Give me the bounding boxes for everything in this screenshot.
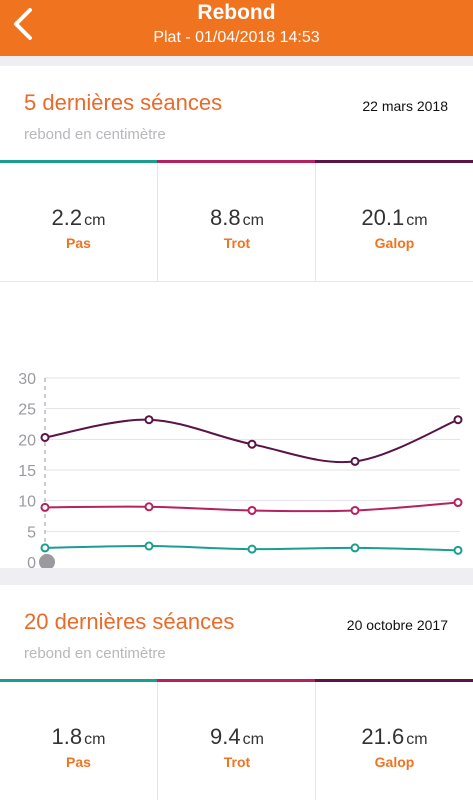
section-recent-sessions: 5 dernières séances 22 mars 2018 rebond … [0, 66, 473, 568]
y-tick-label: 10 [18, 494, 36, 511]
pas-data-point [350, 543, 360, 553]
stat-unit: cm [242, 731, 264, 748]
back-chevron-icon[interactable] [8, 6, 38, 42]
stat-value: 8.8 [210, 205, 241, 230]
pas-data-point [144, 541, 154, 551]
section-title: 5 dernières séances [24, 90, 223, 115]
origin-handle [39, 554, 55, 568]
stat-value: 1.8 [51, 724, 83, 749]
stat-label: Pas [66, 235, 91, 251]
y-tick-label: 0 [27, 555, 36, 568]
stat-pas: 2.2 cm Pas [0, 163, 157, 281]
color-stripes [0, 679, 473, 682]
stat-unit: cm [406, 731, 428, 748]
stat-pas: 1.8 cm Pas [0, 682, 157, 800]
galop-data-point [350, 456, 360, 466]
stat-unit: cm [242, 212, 264, 229]
galop-data-point [247, 439, 257, 449]
y-tick-label: 25 [18, 402, 36, 419]
stat-label: Pas [66, 754, 91, 770]
stat-value: 21.6 [361, 724, 405, 749]
stat-label: Trot [223, 235, 251, 251]
trot-stripe [157, 679, 315, 682]
trot-data-point [453, 498, 463, 508]
pas-data-point [247, 544, 257, 554]
stat-galop: 21.6 cm Galop [315, 682, 473, 800]
y-tick-label: 5 [27, 524, 36, 541]
stats-row: 1.8 cm Pas 9.4 cm Trot 21.6 cm Galop [0, 682, 473, 800]
stat-value: 9.4 [210, 724, 241, 749]
galop-data-point [144, 415, 154, 425]
trot-stripe [157, 160, 315, 163]
y-tick-label: 20 [18, 432, 36, 449]
header-bar: Rebond Plat - 01/04/2018 14:53 [0, 0, 473, 56]
pas-stripe [0, 160, 157, 163]
galop-stripe [315, 160, 473, 163]
stat-trot: 8.8 cm Trot [157, 163, 316, 281]
color-stripes [0, 160, 473, 163]
rebound-line-chart[interactable]: 05101520253022/0326/0330/0331/0301/04 [0, 298, 473, 568]
stat-unit: cm [84, 212, 106, 229]
trot-data-point [247, 505, 257, 515]
page-title: Rebond [197, 1, 276, 24]
section-subtitle: rebond en centimètre [24, 645, 166, 662]
stat-trot: 9.4 cm Trot [157, 682, 316, 800]
stat-label: Trot [223, 754, 251, 770]
section-title: 20 dernières séances [24, 609, 235, 634]
galop-data-point [453, 415, 463, 425]
section-date: 22 mars 2018 [362, 98, 448, 114]
trot-data-point [350, 505, 360, 515]
section-last-20-sessions: 20 dernières séances 20 octobre 2017 reb… [0, 585, 473, 800]
stat-galop: 20.1 cm Galop [315, 163, 473, 281]
stat-label: Galop [374, 754, 415, 770]
pas-stripe [0, 679, 157, 682]
stats-row: 2.2 cm Pas 8.8 cm Trot 20.1 cm Galop [0, 163, 473, 282]
stat-unit: cm [84, 731, 106, 748]
trot-data-point [144, 502, 154, 512]
pas-data-point [40, 543, 50, 553]
galop-stripe [315, 679, 473, 682]
section-subtitle: rebond en centimètre [24, 126, 166, 143]
pas-data-point [453, 545, 463, 555]
section-date: 20 octobre 2017 [346, 617, 448, 633]
stat-value: 2.2 [51, 205, 83, 230]
page-subtitle: Plat - 01/04/2018 14:53 [153, 29, 320, 46]
galop-data-point [40, 432, 50, 442]
y-tick-label: 15 [18, 463, 36, 480]
stat-label: Galop [374, 235, 415, 251]
y-tick-label: 30 [18, 371, 36, 388]
trot-data-point [40, 502, 50, 512]
stat-value: 20.1 [361, 205, 405, 230]
stat-unit: cm [406, 212, 428, 229]
